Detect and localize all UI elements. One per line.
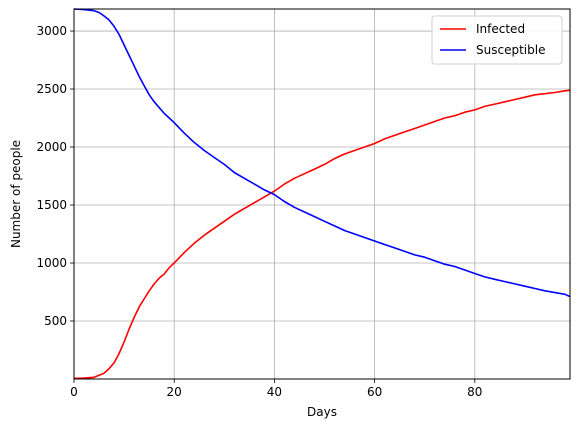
x-tick-label: 0 xyxy=(70,385,78,399)
series-line-infected xyxy=(73,89,571,380)
y-tick-label: 2500 xyxy=(36,82,67,96)
legend-label-infected: Infected xyxy=(476,22,525,36)
y-tick-label: 1500 xyxy=(36,198,67,212)
grid xyxy=(73,9,570,379)
legend-box xyxy=(431,15,563,65)
y-tick-label: 500 xyxy=(44,314,67,328)
y-axis-label: Number of people xyxy=(9,140,23,248)
y-tick-label: 2000 xyxy=(36,140,67,154)
series-lines xyxy=(73,8,571,380)
x-tick-label: 60 xyxy=(367,385,382,399)
series-line-susceptible xyxy=(73,8,571,298)
legend-label-susceptible: Susceptible xyxy=(476,43,545,57)
x-tick-label: 80 xyxy=(467,385,482,399)
y-axis-ticks: 500 1000 1500 2000 2500 3000 xyxy=(36,24,74,328)
y-tick-label: 1000 xyxy=(36,256,67,270)
legend: Infected Susceptible xyxy=(431,15,563,65)
x-tick-label: 20 xyxy=(167,385,182,399)
x-tick-label: 40 xyxy=(267,385,282,399)
x-axis-label: Days xyxy=(307,405,337,419)
y-tick-label: 3000 xyxy=(36,24,67,38)
plot-frame xyxy=(73,8,571,380)
x-axis-ticks: 0 20 40 60 80 xyxy=(70,379,482,399)
